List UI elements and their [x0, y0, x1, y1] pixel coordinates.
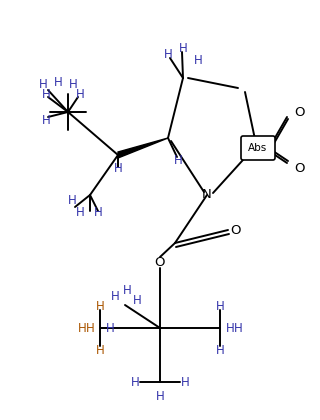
Polygon shape	[118, 138, 168, 158]
Text: Abs: Abs	[248, 143, 268, 153]
Text: H: H	[42, 87, 50, 100]
Text: H: H	[226, 321, 234, 334]
Text: O: O	[295, 105, 305, 118]
Text: O: O	[231, 223, 241, 236]
Text: H: H	[78, 321, 86, 334]
Text: H: H	[106, 321, 114, 334]
Text: H: H	[180, 375, 189, 389]
Text: H: H	[179, 42, 188, 55]
Text: H: H	[216, 344, 224, 357]
Text: H: H	[131, 375, 140, 389]
Text: H: H	[68, 78, 77, 90]
Text: N: N	[202, 189, 212, 202]
Text: H: H	[54, 76, 62, 89]
Text: H: H	[132, 294, 141, 307]
FancyBboxPatch shape	[241, 136, 275, 160]
Text: H: H	[174, 153, 182, 166]
Text: H: H	[76, 207, 84, 220]
Text: H: H	[111, 291, 119, 304]
Text: H: H	[164, 48, 172, 61]
Text: H: H	[234, 321, 242, 334]
Text: O: O	[155, 255, 165, 268]
Text: H: H	[42, 113, 50, 126]
Text: H: H	[194, 53, 202, 66]
Text: H: H	[86, 321, 94, 334]
Text: H: H	[216, 299, 224, 312]
Text: H: H	[76, 87, 84, 100]
Text: O: O	[295, 162, 305, 174]
Text: H: H	[123, 284, 132, 297]
Text: H: H	[96, 299, 104, 312]
Text: H: H	[94, 207, 102, 220]
Text: H: H	[96, 344, 104, 357]
Text: H: H	[68, 194, 76, 207]
Text: H: H	[156, 391, 164, 404]
Text: H: H	[39, 78, 47, 90]
Text: H: H	[114, 163, 122, 176]
